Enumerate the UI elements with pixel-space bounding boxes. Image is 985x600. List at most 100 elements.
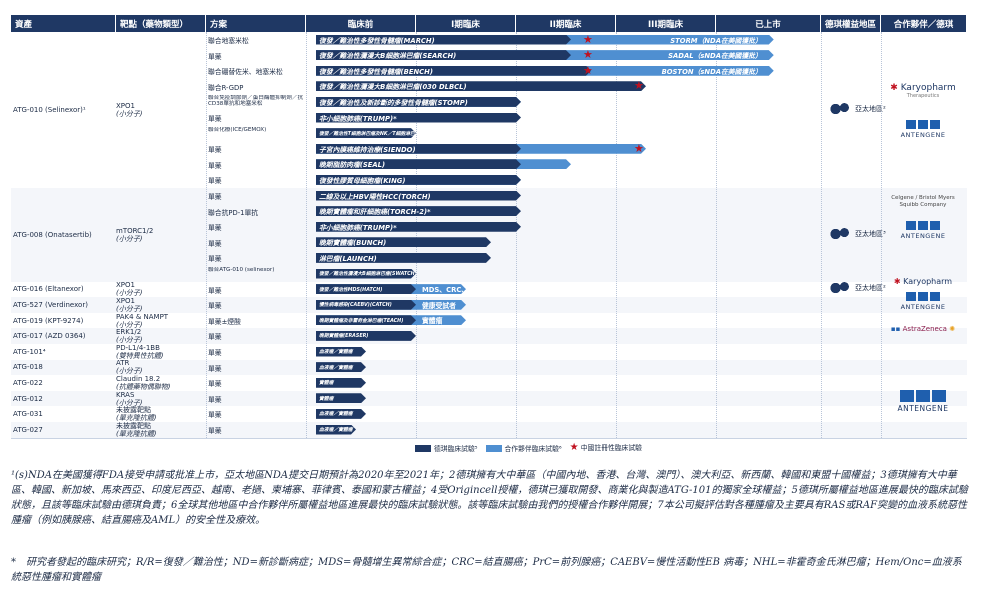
- antengene-trial-bar: 復發／難治性MDS(HATCH): [316, 284, 416, 294]
- antengene-trial-bar: 復發／難治性瀰漫大B細胞淋巴瘤(030 DLBCL): [316, 81, 646, 91]
- header-marketed: 已上市: [716, 15, 821, 32]
- antengene-trial-bar: 血液瘤／實體瘤: [316, 347, 366, 357]
- header-partners: 合作夥伴／德琪: [881, 15, 967, 32]
- antengene-trial-bar: 血液瘤／實體瘤: [316, 425, 356, 435]
- antengene-trial-bar: 血液瘤／實體瘤: [316, 409, 366, 419]
- asset-group-band: [11, 406, 967, 422]
- header-rights: 德琪權益地區: [821, 15, 881, 32]
- column-divider: [881, 32, 882, 438]
- regimen-cell: 單藥: [208, 161, 222, 170]
- antengene-trial-bar: 復發性膠質母細胞瘤(KING): [316, 175, 521, 185]
- asset-group-band: [11, 390, 967, 407]
- antengene-trial-bar: 非小細胞肺癌(TRUMP)*: [316, 113, 521, 123]
- regimen-cell: 單藥: [208, 193, 222, 201]
- asset-group-band: [11, 297, 967, 313]
- regimen-cell: 單藥: [208, 411, 222, 420]
- header-regimen: 方案: [206, 15, 306, 32]
- antengene-trial-bar: 晚期脂肪肉瘤(SEAL): [316, 159, 521, 169]
- target-name: Claudin 18.2 (抗體藥物偶聯物): [116, 375, 171, 391]
- antengene-trial-bar: 復發／難治性瀰漫大B細胞淋巴瘤(SEARCH): [316, 50, 571, 60]
- target-name: ATR (小分子): [116, 359, 143, 376]
- regimen-cell: 單藥: [208, 177, 222, 186]
- rights-region: 亞太地區²: [829, 281, 886, 296]
- rights-region: 亞太地區³: [829, 226, 886, 241]
- karyopharm-logo: ✱ Karyopharm Therapeutics: [890, 83, 956, 99]
- astrazeneca-logo: ▪▪ AstraZeneca ✺: [890, 325, 956, 333]
- header-asset: 資產: [11, 15, 116, 32]
- regimen-cell: 單藥: [208, 380, 222, 389]
- regimen-cell: 聯合化療(ICE/GEMOX): [208, 126, 267, 133]
- group-divider: [11, 437, 967, 439]
- column-divider: [716, 32, 717, 438]
- target-name: 未披露靶點 (單克隆抗體): [116, 406, 157, 423]
- map-icon: [829, 226, 851, 241]
- regimen-cell: 聯合抗PD-1單抗: [208, 208, 259, 217]
- regimen-cell: 單藥±煙酸: [208, 317, 241, 326]
- asset-group-band: [11, 375, 967, 391]
- regimen-cell: 單藥: [208, 52, 222, 61]
- header-phase2: II期臨床: [516, 15, 616, 32]
- antengene-trial-bar: 復發／難治性瀰漫大B細胞淋巴瘤(SWATCH): [316, 269, 416, 279]
- asset-name: ATG-018: [13, 363, 43, 372]
- regimen-cell: 單藥: [208, 364, 222, 373]
- map-icon: [829, 281, 851, 296]
- asset-group-band: [11, 188, 967, 282]
- column-divider: [416, 32, 417, 438]
- asset-name: ATG-027: [13, 425, 43, 434]
- asset-name: ATG-017 (AZD 0364): [13, 332, 86, 341]
- target-name: PD-L1/4-1BB (雙特異性抗體): [116, 343, 164, 360]
- target-name: XPO1 (小分子): [116, 297, 143, 313]
- regimen-cell: 單藥: [208, 255, 222, 264]
- china-registration-star-icon: ★: [583, 32, 593, 46]
- karyopharm-logo-2: ✱ Karyopharm: [893, 277, 953, 286]
- asset-name: ATG-527 (Verdinexor): [13, 301, 88, 309]
- header-phase1: I期臨床: [416, 15, 516, 32]
- celgene-logo: Celgene / Bristol Myers Squibb Company: [891, 195, 955, 208]
- pipeline-table: 資產 靶點（藥物類型） 方案 臨床前 I期臨床 II期臨床 III期臨床 已上市…: [11, 15, 967, 439]
- column-divider: [306, 32, 307, 438]
- antengene-trial-bar: 子宮內膜癌維持治療(SIENDO): [316, 144, 521, 154]
- header-preclinical: 臨床前: [306, 15, 416, 32]
- asset-group-band: [11, 328, 967, 344]
- legend-partner: 合作夥伴臨床試驗⁶: [485, 443, 562, 453]
- asset-group-band: [11, 359, 967, 376]
- regimen-cell: 單藥: [208, 146, 222, 155]
- asset-group-band: [11, 281, 967, 298]
- antengene-trial-bar: 復發／難治性多發性骨髓瘤(BENCH): [316, 66, 591, 76]
- regimen-cell: 單藥: [208, 427, 222, 435]
- asset-name: ATG-022: [13, 379, 43, 387]
- regimen-cell: 單藥: [208, 286, 222, 295]
- antengene-logo-2: ANTENGENE: [883, 221, 963, 240]
- regimen-cell: 單藥: [208, 224, 222, 233]
- target-name: KRAS (小分子): [116, 390, 143, 407]
- regimen-cell: 單藥: [208, 333, 222, 342]
- antengene-trial-bar: 晚期實體瘤(ERASER): [316, 331, 416, 341]
- regimen-cell: 單藥: [208, 395, 222, 404]
- target-name: ERK1/2 (小分子): [116, 328, 143, 345]
- target-name: XPO1 (小分子): [116, 102, 143, 118]
- regimen-cell: 聯合地塞米松: [208, 37, 249, 45]
- antengene-trial-bar: 血液瘤／實體瘤: [316, 362, 366, 372]
- antengene-trial-bar: 復發／難治性多發性骨髓瘤(MARCH): [316, 35, 571, 45]
- rights-region: 亞太地區²: [829, 102, 886, 116]
- regimen-cell: 聯合硼替佐米、地塞米松: [208, 68, 283, 77]
- abbreviations-note: * 研究者發起的臨床研究；R/R=復發／難治性；ND=新診斷病症；MDS=骨髓增…: [11, 557, 962, 583]
- antengene-trial-bar: 淋巴瘤(LAUNCH): [316, 253, 491, 263]
- legend-own: 德琪臨床試驗⁵: [415, 443, 478, 453]
- antengene-trial-bar: 實體瘤: [316, 378, 366, 388]
- asset-group-band: [11, 422, 967, 438]
- antengene-logo-1: ANTENGENE: [883, 120, 963, 139]
- antengene-trial-bar: 復發／難治性及新診斷的多發性骨髓瘤(STOMP): [316, 97, 521, 107]
- china-registration-star-icon: ★: [634, 141, 644, 155]
- legend: 德琪臨床試驗⁵ 合作夥伴臨床試驗⁶ ★ 中國註冊性臨床試驗: [415, 442, 642, 453]
- legend-star: ★ 中國註冊性臨床試驗: [569, 442, 642, 453]
- antengene-logo-3: ANTENGENE: [883, 292, 963, 311]
- footnotes: ¹(s)NDA在美國獲得FDA接受申請或批准上市，亞太地區NDA提交日期預計為2…: [11, 470, 968, 526]
- target-name: PAK4 & NAMPT (小分子): [116, 312, 169, 329]
- regimen-cell: 單藥: [208, 349, 222, 357]
- regimen-cell: 單藥: [208, 115, 222, 123]
- asset-name: ATG-010 (Selinexor)¹: [13, 106, 86, 114]
- antengene-trial-bar: 復發／難治性T細胞淋巴瘤及NK／T細胞淋巴瘤(TOUCH): [316, 128, 416, 138]
- antengene-trial-bar: 實體瘤: [316, 393, 366, 403]
- china-registration-star-icon: ★: [634, 79, 644, 93]
